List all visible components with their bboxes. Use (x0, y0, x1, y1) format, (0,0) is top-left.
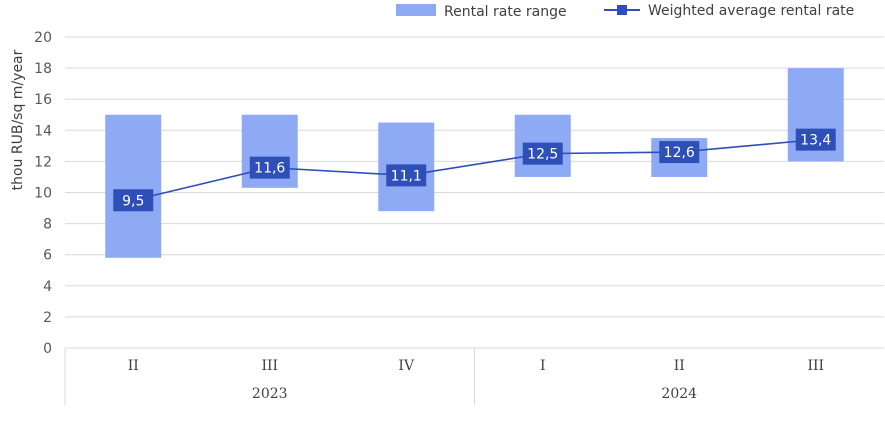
y-tick-label: 14 (34, 123, 52, 139)
y-axis-ticks: 0 2 4 6 8 10 12 14 16 18 20 (34, 30, 52, 357)
data-label-box (113, 189, 154, 212)
data-label: 12,5 (527, 147, 558, 163)
data-label-box (795, 128, 836, 151)
x-tick-label: III (807, 358, 824, 374)
x-group-label: 2023 (252, 386, 288, 402)
x-group-label: 2024 (661, 386, 697, 402)
y-tick-label: 18 (34, 61, 52, 77)
legend-label-average: Weighted average rental rate (648, 3, 854, 19)
y-axis-label: thou RUB/sq m/year (10, 49, 26, 190)
data-label-box (522, 142, 563, 165)
y-tick-label: 12 (34, 154, 52, 170)
data-labels: 9,5 11,6 11,1 12,5 12,6 13,4 (113, 128, 836, 212)
y-tick-label: 4 (43, 279, 52, 295)
x-tick-label: II (128, 358, 139, 374)
data-label: 12,6 (664, 145, 695, 161)
data-label: 9,5 (122, 193, 144, 209)
y-tick-label: 2 (43, 310, 52, 326)
legend-swatch-range (396, 4, 436, 16)
data-label-box (386, 164, 427, 187)
x-tick-label: III (261, 358, 278, 374)
x-tick-label: IV (398, 358, 415, 374)
range-bar (105, 114, 162, 258)
gridlines (65, 36, 884, 349)
x-tick-label: I (540, 358, 546, 374)
data-label: 11,6 (254, 161, 285, 177)
y-tick-label: 20 (34, 30, 52, 46)
y-tick-label: 10 (34, 186, 52, 202)
data-label: 13,4 (800, 133, 831, 149)
range-bars (105, 68, 844, 258)
data-label: 11,1 (391, 168, 422, 184)
average-line-path (133, 138, 816, 202)
y-tick-label: 6 (43, 248, 52, 264)
legend: Rental rate range Weighted average renta… (396, 3, 854, 20)
y-tick-label: 0 (43, 341, 52, 357)
data-label-box (659, 141, 700, 164)
legend-marker-average (617, 5, 627, 15)
average-line (133, 138, 816, 202)
data-label-box (249, 156, 290, 179)
y-tick-label: 8 (43, 217, 52, 233)
legend-label-range: Rental rate range (444, 4, 567, 20)
x-tick-label: II (674, 358, 685, 374)
y-tick-label: 16 (34, 92, 52, 108)
